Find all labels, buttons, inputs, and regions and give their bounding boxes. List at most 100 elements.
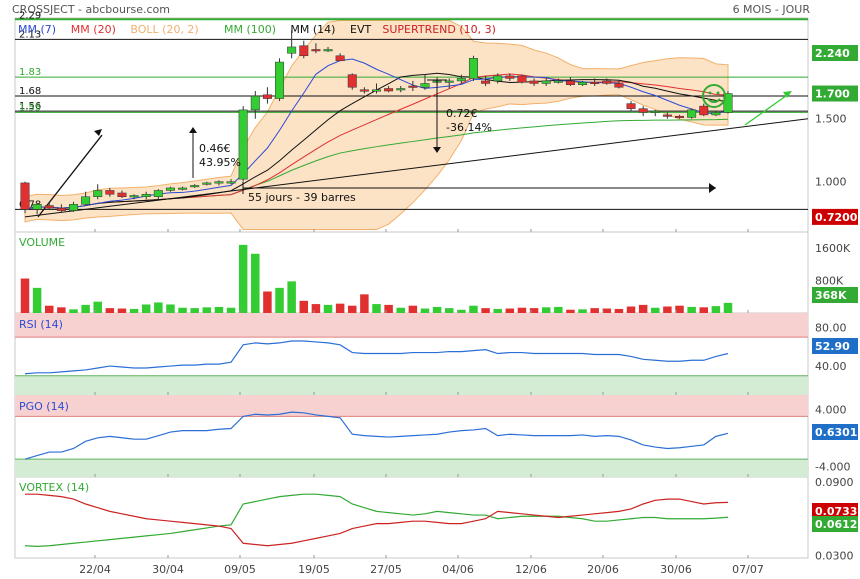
pgo-tick: -4.000 xyxy=(815,460,850,473)
volume-bar xyxy=(238,244,248,313)
badge-low: 0.7200 xyxy=(815,211,858,224)
volume-bar xyxy=(469,305,478,313)
pgo-high-zone xyxy=(15,395,808,417)
volume-bar xyxy=(420,308,430,313)
volume-bar xyxy=(638,304,648,313)
volume-tick: 800K xyxy=(815,275,844,288)
volume-bar xyxy=(384,304,393,313)
badge-pgo: 0.6301 xyxy=(815,426,857,439)
candle-body xyxy=(517,75,527,83)
smiley-eye-right xyxy=(716,91,720,95)
badge-volume-bg xyxy=(812,287,858,303)
candle-body xyxy=(299,45,309,57)
pgo-low-zone xyxy=(15,459,808,477)
volume-bar xyxy=(335,303,345,313)
volume-bar xyxy=(299,300,309,313)
legend-item-3: MM (100) xyxy=(224,23,276,36)
candle-body xyxy=(165,187,175,191)
price-panel: 2.13 1.83 1.68 1.561.55 0.78 2.29 0.46€43.95% 0… xyxy=(15,10,858,230)
candle-body xyxy=(275,61,285,99)
x-tick-label: 07/07 xyxy=(732,563,764,576)
volume-bar xyxy=(432,306,442,313)
volume-bar xyxy=(408,305,418,313)
candle-body xyxy=(675,115,685,118)
volume-bar xyxy=(226,307,236,313)
volume-bar xyxy=(202,307,212,313)
volume-bar xyxy=(287,281,296,313)
candle-body xyxy=(408,85,418,88)
trend-arrow-up xyxy=(37,134,103,218)
candle-body xyxy=(456,78,466,82)
volume-bar xyxy=(578,309,587,313)
trend-line-support xyxy=(24,118,809,218)
volume-bar xyxy=(396,307,405,313)
volume-bar xyxy=(590,308,599,313)
volume-bar xyxy=(178,307,187,313)
volume-bar xyxy=(699,307,709,313)
candle-body xyxy=(56,207,66,211)
candle-body xyxy=(444,80,454,83)
volume-bar xyxy=(20,278,30,313)
pgo-tick: 4.000 xyxy=(815,403,847,416)
smiley-face xyxy=(702,84,726,108)
candle-body xyxy=(250,95,260,111)
candle-body xyxy=(493,75,503,82)
x-axis: 22/04 30/04 09/05 19/05 27/05 04/06 12/06 20/06… xyxy=(79,229,764,576)
badge-vortex-minus-bg xyxy=(812,503,858,519)
badge-last: 1.700 xyxy=(815,88,850,101)
level-label-1.56: 1.56 xyxy=(19,101,41,112)
candle-body xyxy=(578,81,588,85)
candle-body xyxy=(226,181,236,184)
candle-body xyxy=(81,196,91,205)
candle-body xyxy=(384,88,394,92)
volume-bar xyxy=(517,307,527,313)
level-label-2.13: 2.13 xyxy=(19,29,41,40)
fall-percent: -36.14% xyxy=(446,121,492,134)
pgo-line xyxy=(24,411,729,460)
price-tick: 1.500 xyxy=(815,113,847,126)
candle-body xyxy=(699,105,709,116)
rsi-panel: RSI (14) 80.00 40.00 52.90 xyxy=(15,313,858,395)
candle-body xyxy=(711,112,721,116)
x-tick-label: 22/04 xyxy=(79,563,111,576)
forecast-arrow xyxy=(744,92,791,126)
volume-bar xyxy=(626,306,636,313)
volume-bar xyxy=(554,306,563,313)
candle-body xyxy=(372,89,381,92)
rise-measure-arrow xyxy=(189,127,197,133)
level-label-0.78: 0.78 xyxy=(19,199,41,210)
candle-body xyxy=(626,103,636,109)
volume-bar xyxy=(651,307,660,313)
badge-low-bg xyxy=(812,208,858,225)
candle-body xyxy=(93,190,103,198)
volume-bar xyxy=(566,309,575,313)
legend-item-6: SUPERTREND (10, 3) xyxy=(382,23,496,36)
candle-body xyxy=(335,55,345,62)
volume-bar xyxy=(32,287,42,313)
badge-vortex-minus: 0.0733 xyxy=(815,505,857,518)
panel-border-vor xyxy=(14,476,809,559)
candle-body xyxy=(68,204,78,211)
volume-bar xyxy=(251,253,260,313)
candle-body xyxy=(323,49,333,52)
badge-rsi: 52.90 xyxy=(815,340,850,353)
candle-body xyxy=(117,192,127,198)
volume-bar xyxy=(493,308,502,313)
badge-volume: 368K xyxy=(815,289,847,302)
candle-body xyxy=(153,190,163,198)
candle-body xyxy=(420,83,430,88)
x-tick-label: 27/05 xyxy=(370,563,402,576)
candle-body xyxy=(190,185,200,188)
candle-body xyxy=(565,80,575,85)
volume-bar xyxy=(481,308,490,313)
x-tick-label: 12/06 xyxy=(515,563,547,576)
badge-vortex-plus-bg xyxy=(812,516,858,532)
level-label-1.55: 1.55 xyxy=(19,102,41,113)
candle-body xyxy=(20,182,30,210)
pgo-panel: PGO (14) 4.000 -4.000 0.6301 xyxy=(15,395,858,477)
candle-body xyxy=(238,109,248,180)
candle-body xyxy=(614,83,624,88)
legend-item-2: BOLL (20, 2) xyxy=(130,23,198,36)
volume-bar xyxy=(541,307,551,313)
volume-bar xyxy=(614,308,624,313)
